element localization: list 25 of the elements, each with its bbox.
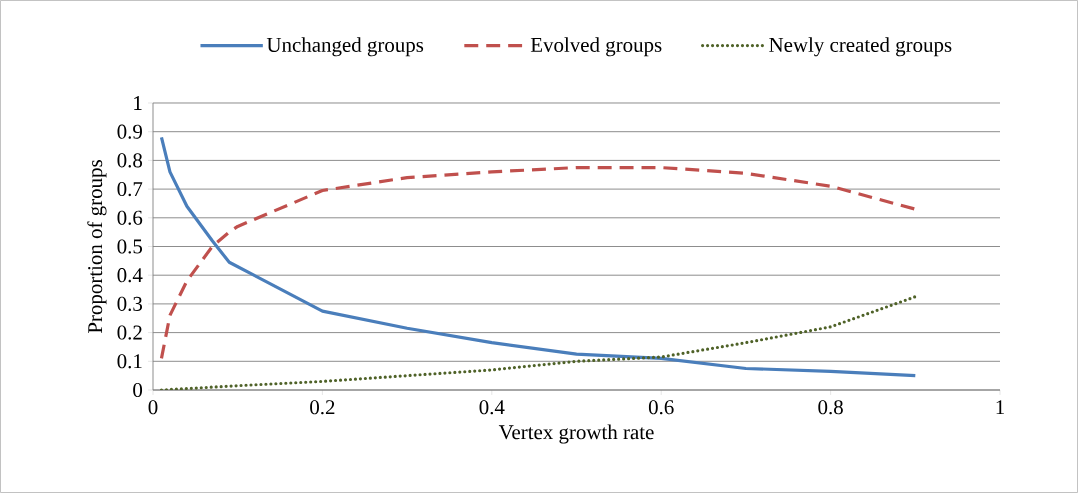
legend-label: Unchanged groups [266,37,424,57]
y-tick-label: 0.7 [117,182,143,197]
y-axis-title: Proportion of groups [87,160,107,334]
y-tick-label: 0.9 [117,124,142,139]
x-tick-label: 0.8 [818,400,843,415]
y-tick-label: 0.5 [117,239,143,254]
x-tick-label: 0 [148,400,158,415]
y-tick-label: 0.1 [117,354,142,369]
line-series [159,135,917,378]
legend-label: Newly created groups [769,37,952,57]
x-tick-label: 0.2 [310,400,335,415]
y-tick-label: 0.8 [117,153,143,168]
y-tick-label: 0.3 [117,296,143,311]
legend-label: Evolved groups [530,37,662,57]
x-tick-label: 0.4 [479,400,505,415]
x-axis-title: Vertex growth rate [498,424,654,444]
line-series [159,165,917,361]
y-tick-label: 0.6 [117,210,143,225]
y-tick-label: 0.2 [117,325,142,340]
y-tick-label: 1 [134,96,142,110]
x-tick-label: 0.6 [648,400,674,415]
line-series [159,295,917,390]
y-tick-label: 0 [133,382,143,398]
y-tick-label: 0.4 [117,268,143,283]
x-tick-label: 1 [996,400,1004,414]
